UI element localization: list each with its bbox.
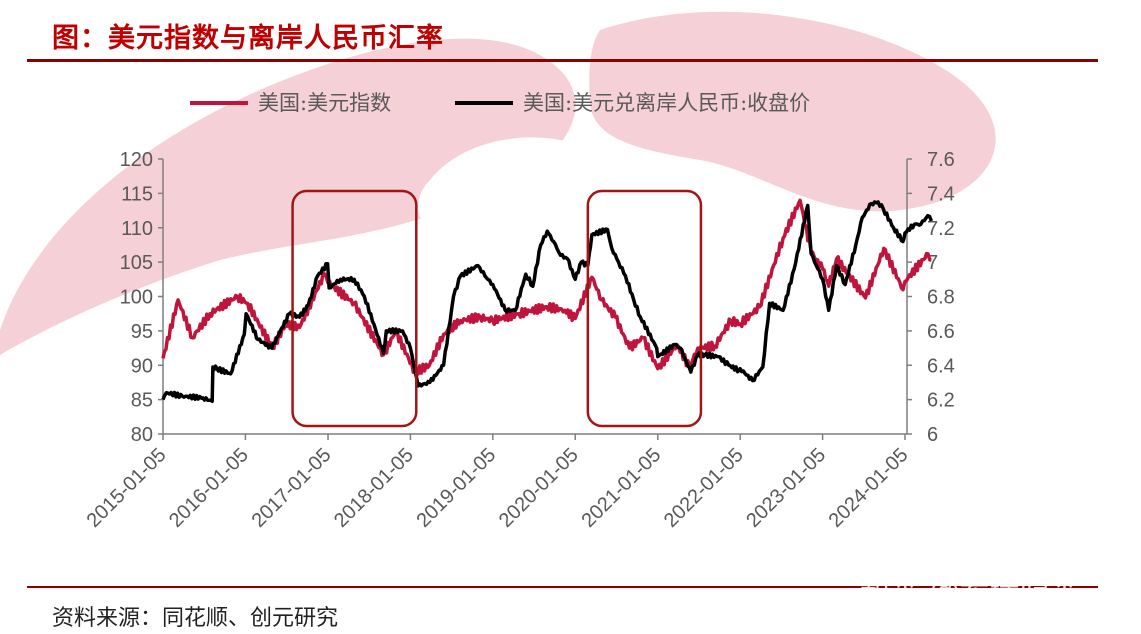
x-axis-tick-label: 2022-01-05	[660, 444, 748, 532]
x-axis-tick-label: 2018-01-05	[330, 444, 418, 532]
x-axis-tick-label: 2017-01-05	[248, 444, 336, 532]
x-axis-tick-label: 2016-01-05	[165, 444, 253, 532]
left-axis-tick-label: 110	[121, 218, 153, 240]
left-axis-tick-label: 90	[131, 355, 153, 377]
right-axis-tick-label: 6.2	[927, 390, 955, 412]
footer-divider	[27, 586, 1098, 588]
left-axis-tick-label: 80	[131, 424, 153, 446]
x-axis-tick-label: 2021-01-05	[577, 444, 665, 532]
series-line-dollar-index	[161, 198, 932, 376]
chart-series	[161, 198, 934, 404]
x-axis-tick-label: 2019-01-05	[412, 444, 500, 532]
right-axis-tick-label: 7.2	[927, 218, 955, 240]
title-divider	[27, 59, 1098, 62]
left-axis-tick-label: 105	[120, 252, 153, 274]
right-axis-tick-label: 7.6	[927, 149, 955, 171]
source-note: 资料来源：同花顺、创元研究	[52, 606, 339, 631]
highlight-boxes	[291, 189, 703, 428]
highlight-box	[586, 189, 703, 428]
legend-label: 美国:美元兑离岸人民币:收盘价	[523, 91, 810, 115]
right-axis-tick-label: 6.4	[927, 355, 955, 377]
watermark: 知乎 @希瑞归来	[860, 573, 1080, 608]
right-axis-tick-label: 7	[927, 252, 938, 274]
x-axis-tick-label: 2023-01-05	[742, 444, 830, 532]
chart-axes: 80 85 90 95 100 105 110 115 120 6 6.2 6.4 6.6 6.8 7 7.2…	[83, 149, 955, 532]
x-axis-tick-label: 2015-01-05	[83, 444, 171, 532]
right-axis-tick-label: 6.6	[927, 321, 955, 343]
right-axis-tick-label: 6.8	[927, 287, 955, 309]
series-line-usd-cnh	[161, 200, 934, 404]
left-axis-tick-label: 120	[120, 149, 153, 171]
x-axis-tick-label: 2020-01-05	[495, 444, 583, 532]
left-axis-tick-label: 100	[120, 287, 153, 309]
right-axis-tick-label: 6	[927, 424, 938, 446]
right-axis-tick-label: 7.4	[927, 183, 955, 205]
chart-legend: 美国:美元指数 美国:美元兑离岸人民币:收盘价	[190, 91, 810, 115]
left-axis-tick-label: 115	[121, 183, 153, 205]
legend-label: 美国:美元指数	[258, 91, 391, 115]
x-axis-tick-label: 2024-01-05	[825, 444, 913, 532]
highlight-box	[291, 189, 418, 428]
left-axis-tick-label: 95	[131, 321, 153, 343]
left-axis-tick-label: 85	[131, 390, 153, 412]
figure-title: 图：美元指数与离岸人民币汇率	[52, 23, 444, 54]
